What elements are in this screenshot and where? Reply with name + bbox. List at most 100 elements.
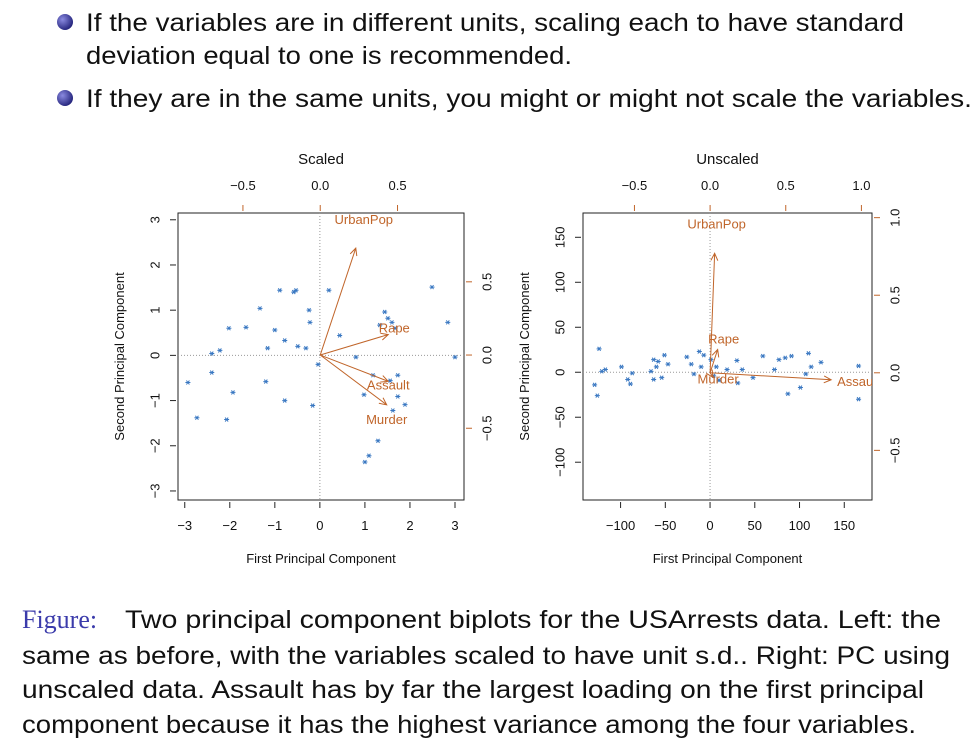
loading-arrow (709, 348, 720, 373)
data-point (771, 367, 777, 372)
data-point (366, 453, 372, 459)
x-tick-label: 50 (748, 518, 762, 533)
y2-tick-label: 0.5 (479, 273, 494, 291)
data-point (209, 351, 215, 356)
loading-label: Assault (367, 377, 410, 392)
bullet-text: If the variables are in different units,… (86, 9, 904, 37)
loading-label: Assault (837, 374, 880, 389)
data-point (389, 320, 395, 325)
x-tick-label: 3 (451, 518, 458, 533)
loading-arrow (319, 354, 388, 406)
data-point (310, 403, 316, 408)
data-point (265, 345, 271, 351)
y-axis-label: Second Principal Component (112, 272, 127, 441)
y2-tick-label: −0.5 (479, 415, 494, 441)
plot-area: UrbanPop Rape Murder Assault (583, 213, 880, 500)
y-tick-label: 150 (552, 226, 567, 248)
bullet-text: If they are in the same units, you might… (86, 85, 972, 113)
loading-label: Rape (708, 332, 739, 347)
data-point (856, 396, 862, 402)
data-point (651, 377, 657, 382)
y-tick-label: 3 (147, 216, 162, 223)
data-point (776, 357, 782, 362)
x-axis-label: First Principal Component (246, 551, 396, 566)
data-point (805, 351, 811, 356)
x-tick-label: −1 (267, 518, 282, 533)
caption-text: unscaled data. Assault has by far the la… (22, 676, 924, 704)
x-tick-label: −3 (177, 518, 192, 533)
loading-arrow (319, 247, 358, 356)
data-point (445, 320, 451, 325)
data-point (696, 349, 702, 354)
loading-label: Murder (698, 371, 740, 386)
x-tick-label: 1 (361, 518, 368, 533)
data-point (293, 287, 299, 293)
data-point (653, 364, 659, 370)
y-tick-label: −1 (147, 393, 162, 408)
loading-arrow (709, 252, 719, 373)
y-axis-label: Second Principal Component (517, 272, 532, 441)
caption-text: same as before, with the variables scale… (22, 642, 950, 670)
loading-label: Murder (366, 412, 408, 427)
data-point (750, 375, 756, 380)
data-point (243, 325, 249, 330)
data-point (326, 287, 332, 293)
data-point (353, 354, 359, 360)
caption-label: Figure: (22, 605, 97, 634)
y-tick-label: 0 (147, 352, 162, 359)
data-point (655, 359, 661, 364)
data-point (392, 325, 398, 331)
data-point (226, 325, 232, 331)
data-point (724, 367, 730, 372)
y2-tick-label: 0.5 (887, 286, 902, 304)
loading-label: Rape (379, 321, 410, 336)
data-point (307, 320, 313, 325)
data-point (782, 355, 788, 361)
y2-tick-label: 0.0 (479, 346, 494, 364)
bullet-text: deviation equal to one is recommended. (86, 42, 572, 70)
data-point (856, 363, 862, 369)
data-point (735, 380, 741, 386)
x-axis-label: First Principal Component (653, 551, 803, 566)
x2-tick-label: −0.5 (230, 178, 256, 193)
plot-area: UrbanPop Rape Assault Murder (178, 213, 464, 500)
data-point (295, 344, 301, 349)
data-point (701, 352, 707, 358)
data-point (277, 287, 283, 293)
y-tick-label: −2 (147, 438, 162, 453)
data-point (648, 369, 654, 374)
loading-arrow (320, 332, 390, 356)
data-point (194, 415, 200, 421)
x-tick-label: 0 (316, 518, 323, 533)
x-tick-label: −2 (222, 518, 237, 533)
data-point (734, 358, 740, 363)
chart-title: Scaled (298, 151, 344, 168)
data-point (713, 364, 719, 370)
bullet-icon (57, 90, 73, 106)
x-tick-label: −100 (606, 518, 635, 533)
data-point (387, 378, 393, 383)
y-tick-label: −3 (147, 484, 162, 499)
y-tick-label: 0 (552, 369, 567, 376)
x-tick-label: 2 (406, 518, 413, 533)
data-point (788, 353, 794, 359)
caption-text: Two principal component biplots for the … (125, 606, 941, 634)
data-point (390, 408, 396, 413)
data-point (594, 393, 600, 398)
x2-tick-label: 0.5 (777, 178, 795, 193)
data-point (760, 353, 766, 359)
y-tick-label: 100 (552, 271, 567, 293)
data-point (402, 402, 408, 407)
data-point (315, 362, 321, 367)
data-point (808, 364, 814, 370)
data-point (665, 361, 671, 367)
loading-arrow (320, 354, 390, 383)
data-point (684, 354, 690, 360)
data-point (230, 390, 236, 395)
data-point (627, 381, 633, 387)
y2-tick-label: 0.0 (887, 364, 902, 382)
y2-tick-label: 1.0 (887, 209, 902, 227)
data-point (596, 346, 602, 352)
caption-text: component because it has the highest var… (22, 711, 916, 739)
